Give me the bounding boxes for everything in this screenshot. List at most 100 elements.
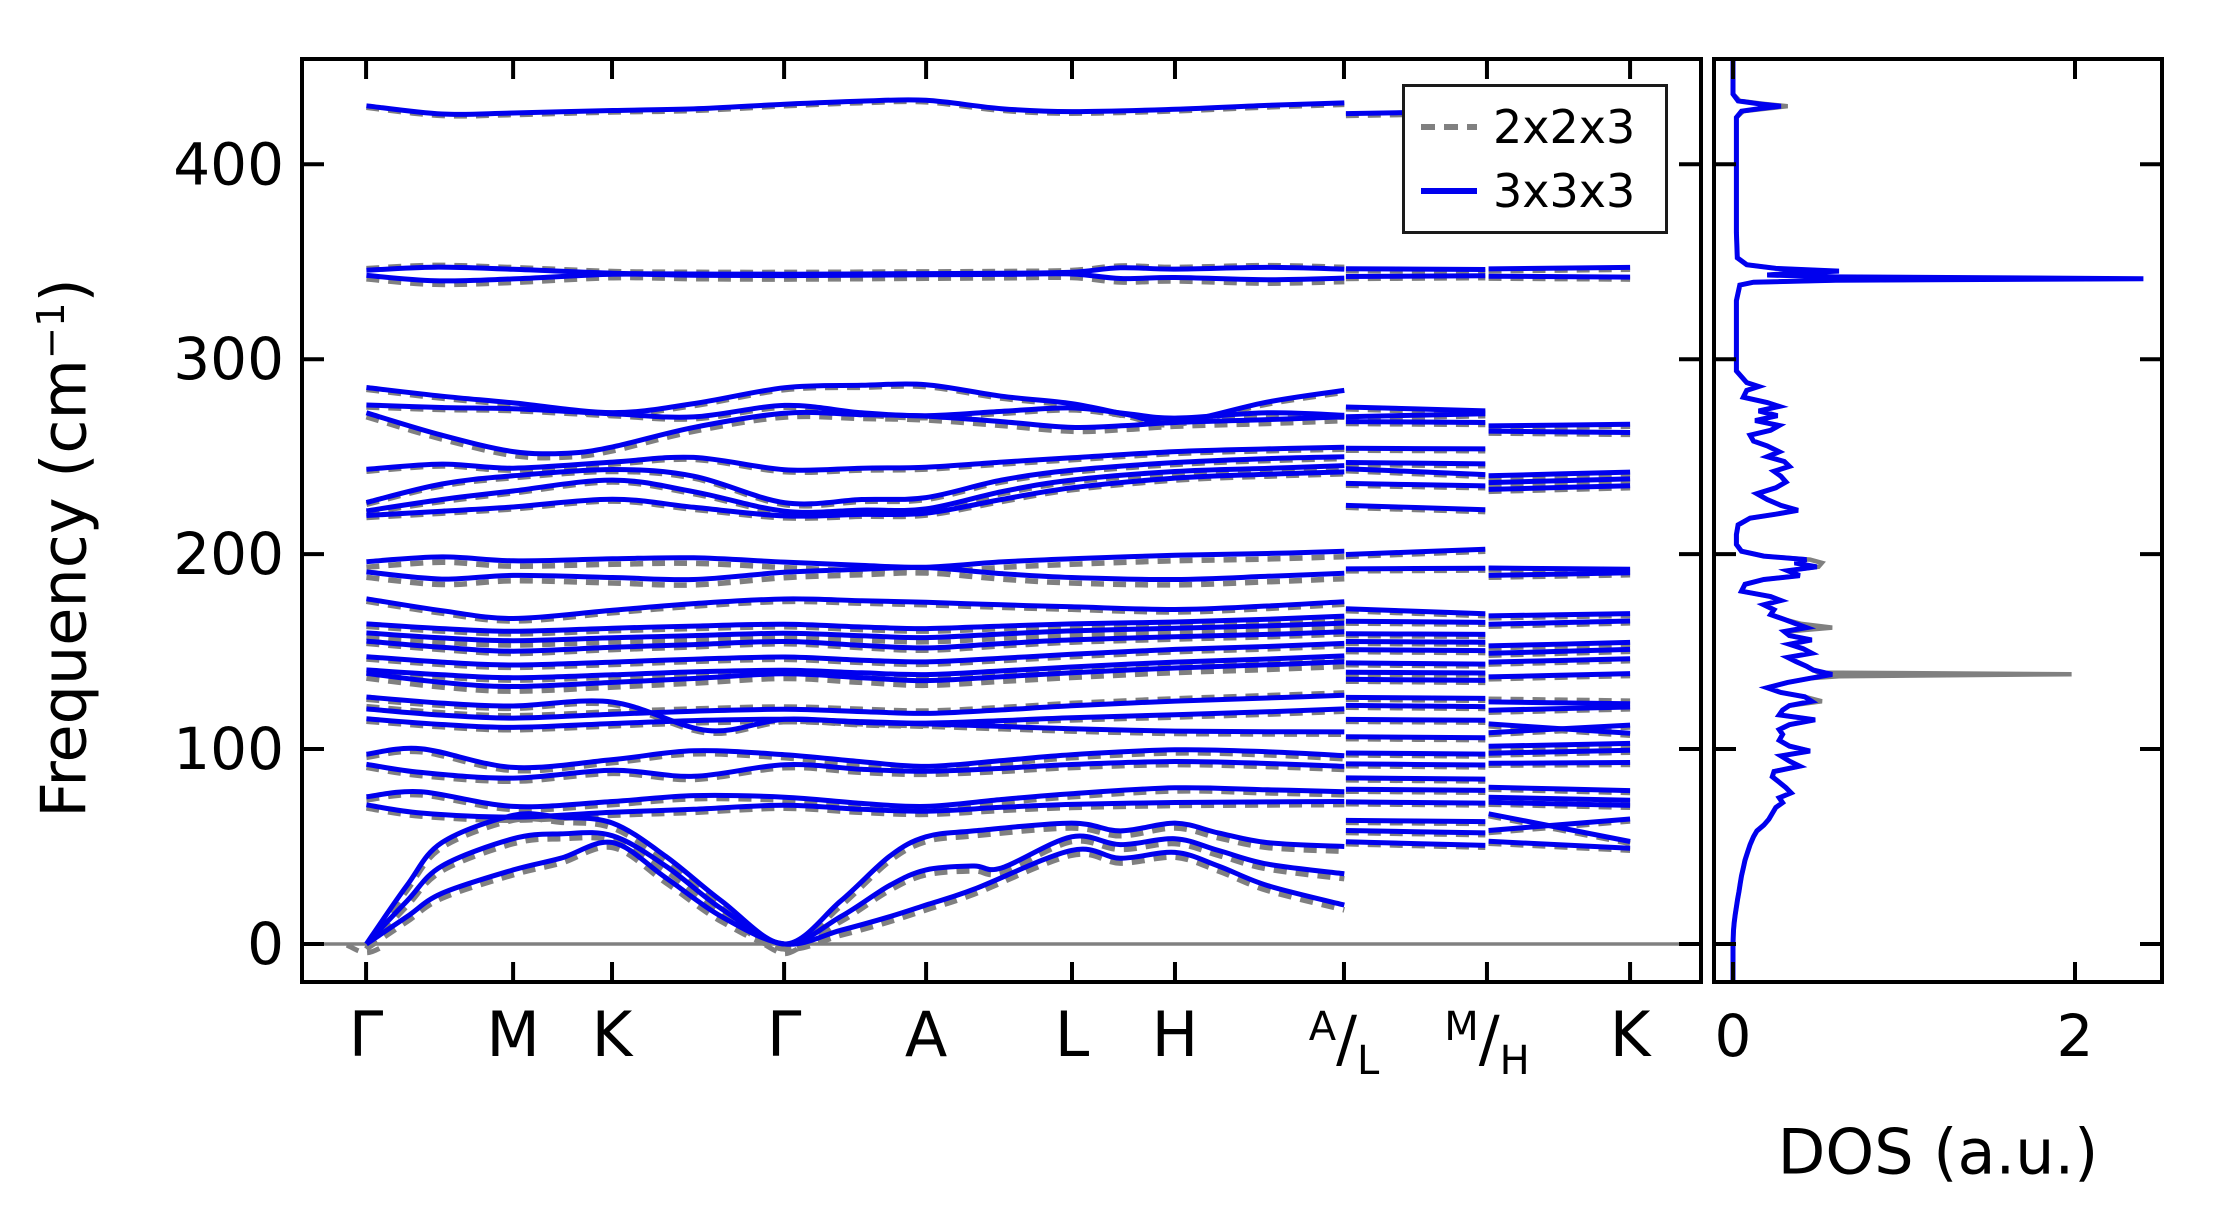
band-line-gray: [366, 663, 1345, 694]
band-line-blue: [1345, 639, 1486, 645]
band-line-gray: [366, 624, 1345, 648]
band-line-blue: [1345, 618, 1486, 625]
band-line-blue: [1488, 639, 1631, 649]
band-line-blue: [1345, 411, 1486, 420]
band-line-gray: [364, 815, 1345, 952]
band-line-blue: [1488, 565, 1631, 572]
band-line-blue: [366, 564, 1345, 583]
band-line-blue: [1345, 419, 1486, 425]
band-line-blue: [1488, 476, 1631, 486]
band-line-blue: [1345, 786, 1486, 793]
k-point-label: L: [1055, 998, 1090, 1071]
band-line-blue: [1345, 606, 1486, 617]
band-line-blue: [366, 97, 1345, 117]
band-line-blue: [1488, 704, 1631, 713]
dos-line-blue: [1730, 59, 2144, 982]
band-line-blue: [366, 785, 1345, 810]
band-line-blue: [1488, 646, 1631, 656]
y-tick-label: 100: [173, 715, 284, 783]
band-line-blue: [1488, 483, 1631, 492]
band-line-blue: [366, 469, 1345, 519]
dos-line-gray: [1730, 59, 2123, 982]
band-line-blue: [366, 548, 1345, 570]
band-line-blue: [1488, 740, 1631, 749]
band-line-blue: [366, 620, 1345, 644]
k-point-label: Γ: [349, 998, 384, 1071]
band-line-blue: [1488, 722, 1631, 736]
band-line-blue: [1488, 799, 1631, 808]
y-axis-label-text: Frequency (cm: [27, 359, 101, 818]
dos-tick-label: 0: [1715, 1002, 1752, 1070]
band-line-blue: [364, 811, 1345, 947]
band-line-blue: [1488, 671, 1631, 680]
band-line-blue: [1345, 404, 1486, 414]
band-line-blue: [1488, 838, 1631, 851]
dos-axis-label: DOS (a.u.): [1777, 1115, 2099, 1189]
y-tick-label: 200: [173, 520, 284, 588]
legend-entry-3x3x3: 3x3x3: [1421, 168, 1665, 214]
band-line-blue: [1345, 502, 1486, 513]
y-tick-label: 0: [247, 910, 284, 978]
dos-tick-label: 2: [2057, 1002, 2094, 1070]
band-line-blue: [1488, 469, 1631, 479]
band-line-blue: [1345, 266, 1486, 272]
band-line-blue: [1345, 761, 1486, 768]
band-line-gray: [366, 570, 1345, 588]
band-line-blue: [366, 463, 1345, 515]
k-point-label: A/L: [1309, 1002, 1380, 1084]
band-line-blue: [1345, 799, 1486, 806]
band-line-blue: [1345, 546, 1486, 557]
legend: 2x2x3 3x3x3: [1402, 84, 1668, 234]
band-line-blue: [1345, 273, 1486, 279]
band-line-blue: [1488, 264, 1631, 272]
band-line-blue: [1345, 694, 1486, 701]
k-point-label: M/H: [1444, 1002, 1529, 1084]
legend-solid-line-sample: [1421, 187, 1477, 194]
band-line-blue: [365, 409, 1345, 457]
band-line-blue: [1345, 480, 1486, 489]
band-line-blue: [1345, 460, 1486, 467]
band-line-blue: [1345, 631, 1486, 637]
band-panel-frame: [300, 57, 1703, 984]
band-line-blue: [1488, 656, 1631, 665]
band-line-gray: [1488, 696, 1631, 704]
band-line-blue: [1488, 794, 1631, 803]
band-line-blue: [1345, 565, 1486, 572]
k-point-label: Γ: [767, 998, 802, 1071]
band-line-blue: [1488, 811, 1631, 844]
band-line-gray: [366, 274, 1345, 288]
band-line-blue: [366, 706, 1345, 730]
band-line-blue: [1345, 775, 1486, 782]
k-point-label: H: [1152, 998, 1199, 1071]
band-line-blue: [1345, 750, 1486, 757]
band-line-blue: [1345, 716, 1486, 723]
legend-entry-2x2x3: 2x2x3: [1421, 104, 1665, 150]
band-line-blue: [1488, 699, 1631, 707]
band-line-blue: [1488, 816, 1631, 833]
y-axis-label-exponent: −1: [28, 302, 74, 360]
band-line-gray: [366, 615, 1345, 637]
band-line-blue: [1488, 421, 1631, 429]
band-line-gray-dip: [763, 942, 806, 957]
y-axis-label-close: ): [27, 278, 101, 303]
band-line-gray-dip: [345, 942, 387, 956]
band-line-gray: [364, 844, 1345, 952]
band-line-blue: [1488, 611, 1631, 619]
y-axis-label: Frequency (cm−1): [28, 278, 101, 818]
band-line-blue: [364, 830, 1345, 947]
band-panel: [302, 97, 1701, 957]
band-line-blue: [366, 653, 1345, 681]
band-line-blue: [1345, 669, 1486, 676]
band-line-blue: [366, 758, 1345, 781]
band-line-blue: [1345, 839, 1486, 848]
dos-panel: [1730, 59, 2144, 982]
band-line-blue: [1488, 747, 1631, 756]
y-tick-label: 300: [173, 325, 284, 393]
band-line-blue: [1345, 702, 1486, 710]
band-line-blue: [366, 640, 1345, 668]
band-line-blue: [1345, 466, 1486, 478]
band-line-blue: [1345, 828, 1486, 836]
band-line-blue: [1345, 660, 1486, 667]
